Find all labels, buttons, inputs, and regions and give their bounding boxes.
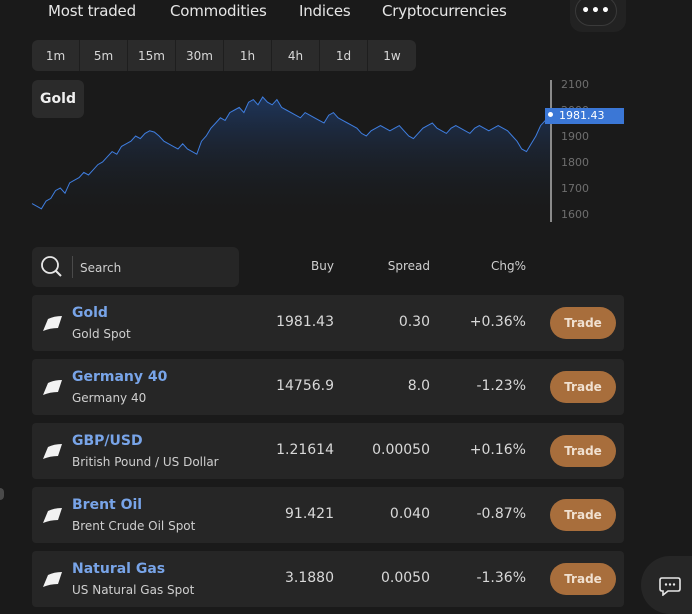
- instrument-row-germany-40[interactable]: Germany 40 Germany 40 14756.9 8.0 -1.23%…: [32, 359, 624, 415]
- instrument-row-natural-gas[interactable]: Natural Gas US Natural Gas Spot 3.1880 0…: [32, 551, 624, 607]
- timeframe-30m[interactable]: 30m: [176, 40, 224, 71]
- spread-value: 0.040: [389, 506, 430, 522]
- tab-most-traded[interactable]: Most traded: [48, 2, 136, 20]
- change-percent: +0.36%: [469, 314, 526, 330]
- spread-value: 0.30: [398, 314, 430, 330]
- instrument-description: British Pound / US Dollar: [72, 455, 219, 469]
- instrument-description: Gold Spot: [72, 327, 131, 341]
- timeframe-1h[interactable]: 1h: [224, 40, 272, 71]
- timeframe-1m[interactable]: 1m: [32, 40, 80, 71]
- buy-price: 3.1880: [285, 570, 334, 586]
- change-percent: -1.23%: [476, 378, 526, 394]
- trade-button[interactable]: Trade: [550, 371, 616, 403]
- timeframe-1d[interactable]: 1d: [320, 40, 368, 71]
- search-icon[interactable]: [40, 255, 62, 277]
- instrument-description: US Natural Gas Spot: [72, 583, 195, 597]
- instrument-name[interactable]: Germany 40: [72, 369, 168, 385]
- y-tick-label: 1900: [561, 130, 589, 143]
- search-separator: [72, 256, 73, 278]
- current-price-marker: [546, 110, 555, 119]
- trade-button[interactable]: Trade: [550, 307, 616, 339]
- trade-button[interactable]: Trade: [550, 499, 616, 531]
- trade-button[interactable]: Trade: [550, 435, 616, 467]
- search-input[interactable]: [78, 255, 232, 281]
- tab-indices[interactable]: Indices: [299, 2, 351, 20]
- instrument-row-gbp-usd[interactable]: GBP/USD British Pound / US Dollar 1.2161…: [32, 423, 624, 479]
- change-percent: -0.87%: [476, 506, 526, 522]
- column-header-chg: Chg%: [490, 259, 526, 273]
- instrument-icon: [43, 380, 62, 395]
- instrument-row-brent-oil[interactable]: Brent Oil Brent Crude Oil Spot 91.421 0.…: [32, 487, 624, 543]
- price-chart: [31, 96, 551, 223]
- y-tick-label: 1600: [561, 208, 589, 221]
- column-header-buy: Buy: [311, 259, 334, 273]
- timeframe-15m[interactable]: 15m: [128, 40, 176, 71]
- change-percent: -1.36%: [476, 570, 526, 586]
- buy-price: 1.21614: [276, 442, 334, 458]
- tab-commodities[interactable]: Commodities: [170, 2, 267, 20]
- instrument-row-gold[interactable]: Gold Gold Spot 1981.43 0.30 +0.36% Trade: [32, 295, 624, 351]
- timeframe-selector: 1m 5m 15m 30m 1h 4h 1d 1w: [32, 40, 416, 71]
- y-tick-label: 1700: [561, 182, 589, 195]
- chat-icon: [659, 577, 681, 596]
- spread-value: 0.00050: [372, 442, 430, 458]
- change-percent: +0.16%: [469, 442, 526, 458]
- search-box: [32, 247, 239, 287]
- buy-price: 91.421: [285, 506, 334, 522]
- timeframe-1w[interactable]: 1w: [383, 48, 401, 63]
- trade-button[interactable]: Trade: [550, 563, 616, 595]
- chart-area-fill: [32, 97, 550, 223]
- more-icon: •••: [581, 3, 611, 19]
- current-price-tag: 1981.43: [545, 108, 624, 124]
- instrument-icon: [43, 572, 62, 587]
- chart-price-axis-line: [550, 80, 552, 222]
- y-tick-label: 2100: [561, 78, 589, 91]
- more-button[interactable]: •••: [575, 0, 617, 26]
- instrument-description: Germany 40: [72, 391, 147, 405]
- chart-instrument-label: Gold: [32, 80, 84, 118]
- scroll-handle[interactable]: [0, 488, 4, 500]
- timeframe-5m[interactable]: 5m: [80, 40, 128, 71]
- buy-price: 14756.9: [276, 378, 334, 394]
- chart-price-line: [31, 96, 551, 210]
- spread-value: 8.0: [407, 378, 430, 394]
- buy-price: 1981.43: [276, 314, 334, 330]
- instrument-name[interactable]: GBP/USD: [72, 433, 143, 449]
- timeframe-4h[interactable]: 4h: [272, 40, 320, 71]
- instrument-description: Brent Crude Oil Spot: [72, 519, 196, 533]
- instrument-name[interactable]: Gold: [72, 305, 108, 321]
- chat-button[interactable]: [641, 556, 692, 614]
- instrument-icon: [43, 444, 62, 459]
- instrument-name[interactable]: Brent Oil: [72, 497, 143, 513]
- instrument-icon: [43, 316, 62, 331]
- spread-value: 0.0050: [381, 570, 430, 586]
- instrument-name[interactable]: Natural Gas: [72, 561, 166, 577]
- y-tick-label: 1800: [561, 156, 589, 169]
- instrument-icon: [43, 508, 62, 523]
- column-header-spread: Spread: [387, 259, 430, 273]
- tab-cryptocurrencies[interactable]: Cryptocurrencies: [382, 2, 507, 20]
